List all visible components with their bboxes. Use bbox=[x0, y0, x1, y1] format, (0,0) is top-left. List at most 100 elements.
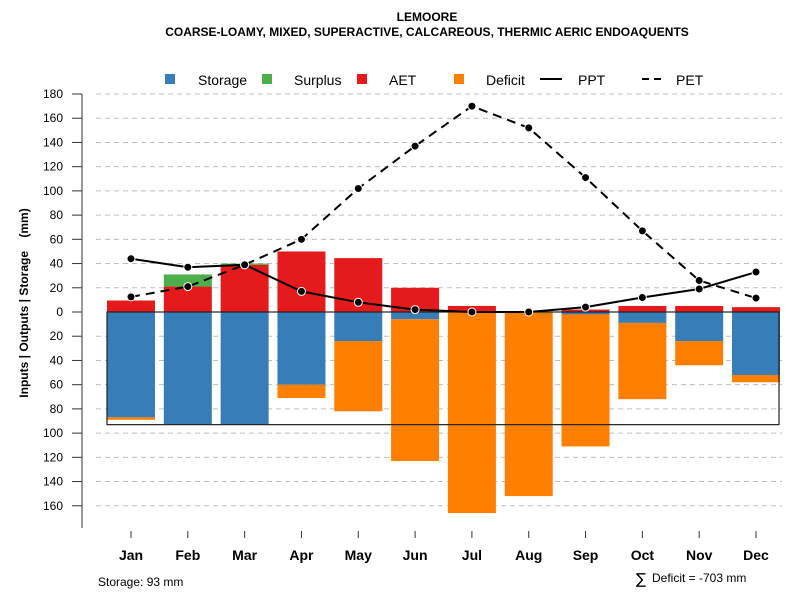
x-tick-label-dec: Dec bbox=[743, 547, 769, 563]
y-tick-label: 60 bbox=[50, 378, 64, 392]
point-pet-jul bbox=[467, 101, 477, 111]
x-tick-label-nov: Nov bbox=[686, 547, 713, 563]
bar-deficit-apr bbox=[277, 384, 326, 398]
lines bbox=[126, 101, 761, 317]
bar-surplus-feb bbox=[163, 274, 212, 287]
sum-symbol: ∑ bbox=[636, 570, 646, 588]
point-pet-oct bbox=[637, 226, 647, 236]
bar-aet-oct bbox=[618, 305, 667, 312]
bar-deficit-may bbox=[334, 341, 383, 412]
x-tick-label-apr: Apr bbox=[289, 547, 314, 563]
storage-note: Storage: 93 mm bbox=[98, 575, 183, 589]
point-pet-jun bbox=[410, 141, 420, 151]
x-tick-label-aug: Aug bbox=[515, 547, 542, 563]
y-tick-label: 180 bbox=[43, 87, 63, 101]
point-ppt-jul bbox=[467, 307, 477, 317]
legend-label-aet: AET bbox=[389, 72, 417, 88]
y-tick-label: 140 bbox=[43, 135, 63, 149]
y-tick-label: 60 bbox=[50, 232, 64, 246]
bar-deficit-oct bbox=[618, 322, 667, 400]
x-tick-label-oct: Oct bbox=[631, 547, 655, 563]
bar-storage-sep bbox=[561, 312, 610, 315]
chart-subtitle: COARSE-LOAMY, MIXED, SUPERACTIVE, CALCAR… bbox=[165, 25, 689, 39]
bar-storage-jan bbox=[107, 312, 155, 418]
point-pet-apr bbox=[296, 234, 306, 244]
point-ppt-jun bbox=[410, 305, 420, 315]
bar-deficit-jul bbox=[447, 312, 496, 514]
line-pet bbox=[130, 104, 757, 300]
y-tick-label: 120 bbox=[43, 160, 63, 174]
x-tick-label-jul: Jul bbox=[462, 547, 482, 563]
point-pet-dec bbox=[751, 293, 761, 303]
y-tick-label: 100 bbox=[43, 184, 63, 198]
y-tick-label: 40 bbox=[50, 257, 64, 271]
legend-swatch-deficit bbox=[454, 74, 464, 84]
bar-storage-jun bbox=[391, 312, 440, 320]
y-tick-label: 0 bbox=[56, 305, 63, 319]
bar-aet-apr bbox=[277, 251, 326, 312]
bar-aet-nov bbox=[675, 305, 724, 312]
line-ppt bbox=[130, 257, 757, 313]
legend-label-deficit: Deficit bbox=[486, 72, 525, 88]
storage-capacity-rect bbox=[106, 311, 780, 426]
point-pet-feb bbox=[183, 282, 193, 292]
bar-storage-dec bbox=[732, 312, 780, 375]
y-tick-label: 160 bbox=[43, 499, 63, 513]
bar-storage-oct bbox=[618, 312, 667, 323]
x-tick-label-sep: Sep bbox=[573, 547, 599, 563]
point-ppt-oct bbox=[637, 292, 647, 302]
bar-deficit-dec bbox=[732, 374, 780, 383]
y-tick-label: 20 bbox=[50, 281, 64, 295]
legend: Storage Surplus AET Deficit PPT PET bbox=[165, 72, 704, 88]
point-ppt-sep bbox=[581, 302, 591, 312]
x-tick-label-mar: Mar bbox=[232, 547, 257, 563]
bar-storage-mar bbox=[220, 312, 269, 425]
legend-swatch-storage bbox=[165, 74, 175, 84]
bar-deficit-sep bbox=[561, 314, 610, 447]
x-tick-label-jan: Jan bbox=[119, 547, 143, 563]
bar-deficit-nov bbox=[675, 341, 724, 366]
point-pet-mar bbox=[240, 260, 250, 270]
bar-aet-jan bbox=[107, 300, 155, 312]
storage-capacity-box bbox=[106, 311, 780, 426]
point-ppt-feb bbox=[183, 262, 193, 272]
y-tick-label: 20 bbox=[50, 329, 64, 343]
x-tick-label-jun: Jun bbox=[403, 547, 428, 563]
bar-storage-nov bbox=[675, 312, 724, 342]
y-axis-label: Inputs | Outputs | Storage (mm) bbox=[17, 208, 31, 397]
bar-storage-apr bbox=[277, 312, 326, 385]
y-tick-label: 120 bbox=[43, 450, 63, 464]
point-ppt-dec bbox=[751, 267, 761, 277]
y-tick-label: 160 bbox=[43, 111, 63, 125]
bar-deficit-jan bbox=[107, 417, 155, 420]
x-tick-label-feb: Feb bbox=[175, 547, 200, 563]
bar-deficit-jun bbox=[391, 319, 440, 461]
legend-label-pet: PET bbox=[676, 72, 704, 88]
point-pet-nov bbox=[694, 276, 704, 286]
y-tick-label: 80 bbox=[50, 402, 64, 416]
y-tick-label: 140 bbox=[43, 475, 63, 489]
point-ppt-aug bbox=[524, 307, 534, 317]
point-ppt-jan bbox=[126, 254, 136, 264]
point-pet-aug bbox=[524, 123, 534, 133]
y-tick-label: 100 bbox=[43, 426, 63, 440]
point-pet-jan bbox=[126, 292, 136, 302]
point-pet-sep bbox=[581, 173, 591, 183]
chart-title: LEMOORE bbox=[397, 10, 458, 24]
legend-label-storage: Storage bbox=[198, 72, 247, 88]
y-tick-label: 40 bbox=[50, 353, 64, 367]
bar-deficit-aug bbox=[504, 312, 553, 497]
point-ppt-may bbox=[353, 297, 363, 307]
x-tick-label-may: May bbox=[345, 547, 372, 563]
bars bbox=[107, 251, 780, 514]
y-axis: 180 160 140 120 100 80 60 40 20 0 20 40 60 80 100 120 14… bbox=[43, 87, 83, 528]
bar-aet-dec bbox=[732, 307, 780, 312]
legend-swatch-surplus bbox=[262, 74, 272, 84]
bar-storage-may bbox=[334, 312, 383, 342]
deficit-sum-note: Deficit = -703 mm bbox=[652, 571, 746, 585]
legend-label-ppt: PPT bbox=[578, 72, 606, 88]
legend-label-surplus: Surplus bbox=[294, 72, 341, 88]
y-tick-label: 80 bbox=[50, 208, 64, 222]
x-axis: Jan Feb Mar Apr May Jun Jul Aug Sep Oct Nov Dec bbox=[119, 531, 769, 563]
